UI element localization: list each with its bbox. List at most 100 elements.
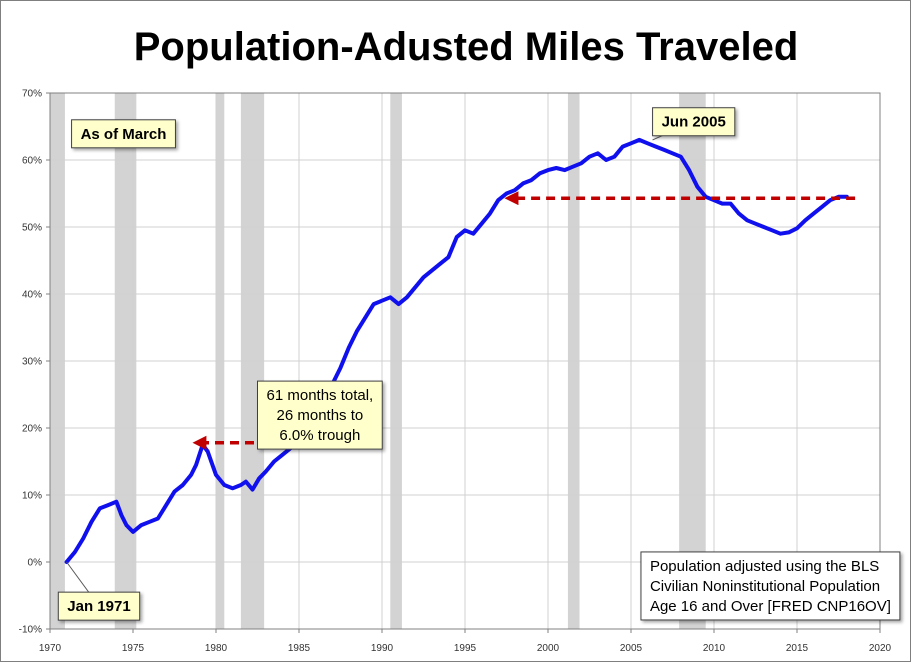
data-point bbox=[414, 286, 417, 289]
data-point bbox=[488, 212, 492, 215]
jan-1971-callout: Jan 1971 bbox=[57, 561, 141, 621]
data-point bbox=[804, 219, 807, 222]
data-point bbox=[165, 503, 168, 507]
data-point bbox=[281, 453, 284, 456]
data-point bbox=[613, 155, 616, 158]
callout-text-line: Population adjusted using the BLS bbox=[650, 558, 879, 575]
data-point bbox=[430, 269, 433, 272]
data-point bbox=[721, 202, 724, 205]
data-point bbox=[244, 480, 248, 483]
data-point bbox=[820, 205, 824, 209]
data-point bbox=[812, 212, 815, 215]
data-point bbox=[671, 152, 674, 155]
data-point bbox=[638, 138, 641, 142]
data-point bbox=[438, 262, 442, 266]
data-point bbox=[231, 487, 234, 490]
data-point bbox=[251, 488, 254, 491]
as-of-callout: As of March bbox=[71, 119, 176, 149]
data-point bbox=[538, 172, 541, 175]
y-tick-label: 70% bbox=[22, 89, 42, 100]
data-point bbox=[98, 507, 102, 510]
data-point bbox=[729, 202, 732, 205]
data-point bbox=[194, 463, 198, 467]
data-point bbox=[422, 276, 425, 279]
data-point bbox=[779, 232, 782, 235]
data-point bbox=[754, 222, 757, 225]
data-point bbox=[214, 473, 218, 477]
y-tick-label: 30% bbox=[22, 357, 42, 368]
population-note-callout: Population adjusted using the BLS Civilia… bbox=[640, 551, 901, 621]
data-point bbox=[272, 460, 276, 463]
callout-text-line: Age 16 and Over [FRED CNP16OV] bbox=[650, 598, 891, 615]
data-point bbox=[770, 229, 774, 232]
trough-note-callout: 61 months total, 26 months to 6.0% trough bbox=[257, 380, 383, 450]
data-point bbox=[663, 148, 666, 152]
data-point bbox=[73, 550, 77, 554]
data-point bbox=[463, 229, 467, 232]
data-point bbox=[563, 168, 566, 172]
data-point bbox=[696, 185, 699, 188]
data-point bbox=[571, 165, 575, 168]
data-point bbox=[148, 520, 151, 523]
data-point bbox=[106, 503, 110, 507]
x-tick-label: 2010 bbox=[703, 643, 726, 654]
data-point bbox=[580, 162, 583, 165]
data-point bbox=[380, 299, 384, 302]
callout-text-line: 6.0% trough bbox=[279, 427, 360, 444]
callout-text-line: 26 months to bbox=[277, 407, 364, 424]
callout-text-line: Jun 2005 bbox=[662, 114, 726, 131]
data-point bbox=[115, 500, 118, 503]
x-tick-label: 2015 bbox=[786, 643, 809, 654]
data-point bbox=[198, 453, 201, 456]
data-point bbox=[646, 142, 649, 145]
data-point bbox=[82, 537, 85, 540]
data-point bbox=[455, 235, 458, 239]
data-point bbox=[497, 199, 500, 202]
data-point bbox=[120, 513, 123, 517]
data-point bbox=[513, 188, 516, 192]
callout-box bbox=[257, 380, 383, 450]
data-point bbox=[737, 212, 741, 215]
data-point bbox=[505, 192, 508, 195]
data-point bbox=[762, 225, 765, 229]
data-point bbox=[372, 302, 375, 306]
data-point bbox=[596, 152, 599, 155]
data-point bbox=[555, 166, 558, 170]
data-point bbox=[389, 296, 392, 299]
data-point bbox=[347, 346, 350, 349]
data-point bbox=[795, 227, 799, 230]
tick-layer: -10% 0% 10% 20% 30% 40% 50% 60% 70% 1970 1975 1980 1… bbox=[19, 89, 892, 655]
data-point bbox=[654, 145, 658, 148]
x-tick-label: 2000 bbox=[537, 643, 560, 654]
callout-text-line: 61 months total, bbox=[267, 387, 374, 404]
x-tick-label: 1980 bbox=[205, 643, 228, 654]
data-point bbox=[687, 168, 691, 172]
data-point bbox=[629, 142, 633, 145]
data-point bbox=[746, 219, 749, 222]
data-point bbox=[679, 155, 682, 158]
callout-text-line: As of March bbox=[81, 126, 167, 143]
data-point bbox=[829, 199, 832, 202]
data-point bbox=[472, 232, 475, 235]
data-point bbox=[206, 450, 209, 453]
data-point bbox=[530, 178, 533, 182]
callout-box bbox=[57, 591, 141, 621]
data-point bbox=[140, 523, 143, 527]
x-tick-label: 1985 bbox=[288, 643, 311, 654]
data-point bbox=[364, 316, 367, 319]
y-tick-label: 50% bbox=[22, 223, 42, 234]
data-point bbox=[156, 517, 160, 520]
data-point bbox=[405, 296, 409, 299]
data-point bbox=[397, 302, 400, 306]
data-point bbox=[173, 490, 176, 493]
data-point bbox=[189, 473, 193, 477]
data-point bbox=[621, 145, 624, 148]
data-point bbox=[480, 222, 483, 225]
x-tick-label: 1995 bbox=[454, 643, 477, 654]
data-point bbox=[90, 520, 93, 523]
data-point bbox=[125, 523, 128, 527]
callout-text-line: Jan 1971 bbox=[67, 598, 130, 615]
